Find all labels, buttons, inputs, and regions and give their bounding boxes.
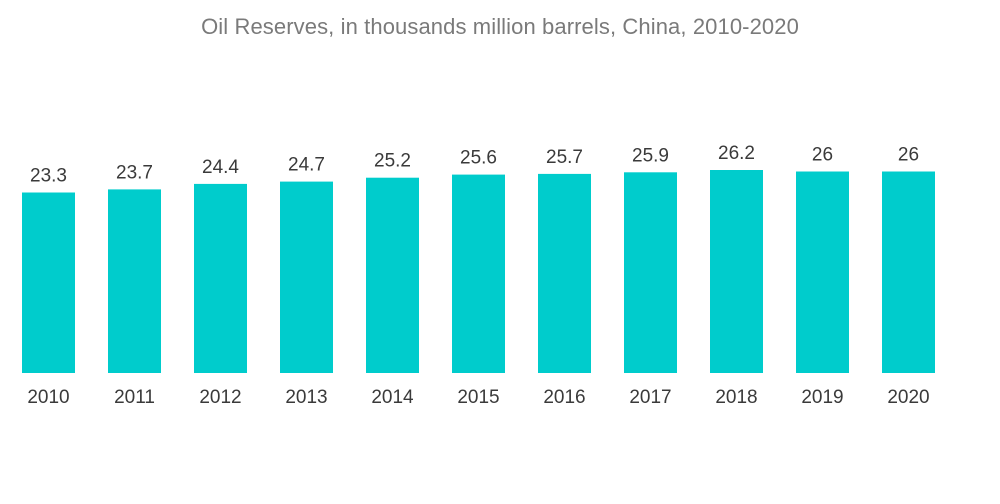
x-tick-label-2012: 2012 <box>199 387 241 408</box>
x-tick-label-2016: 2016 <box>543 387 585 408</box>
bar-2017 <box>624 172 677 373</box>
bar-2020 <box>882 171 935 373</box>
x-tick-label-2014: 2014 <box>371 387 414 408</box>
value-label-2012: 24.4 <box>202 157 239 178</box>
bar-2010 <box>22 192 75 373</box>
value-labels-group: 23.3 23.7 24.4 24.7 25.2 25.6 25.7 25.9 26.2 26 26 <box>30 143 919 187</box>
x-tick-label-2011: 2011 <box>114 387 155 408</box>
bar-2016 <box>538 173 591 373</box>
x-tick-label-2020: 2020 <box>887 387 929 408</box>
bar-2019 <box>796 171 849 373</box>
x-tick-label-2017: 2017 <box>629 387 671 408</box>
bar-2014 <box>366 177 419 373</box>
bar-2012 <box>194 183 247 373</box>
chart-title: Oil Reserves, in thousands million barre… <box>201 14 799 39</box>
value-label-2013: 24.7 <box>288 155 325 176</box>
bar-2013 <box>280 181 333 373</box>
value-label-2017: 25.9 <box>632 145 669 166</box>
x-tick-label-2010: 2010 <box>27 387 69 408</box>
value-label-2014: 25.2 <box>374 151 411 172</box>
x-tick-label-2018: 2018 <box>715 387 757 408</box>
value-label-2011: 23.7 <box>116 162 153 183</box>
value-label-2019: 26 <box>812 145 833 166</box>
x-tick-label-2019: 2019 <box>801 387 843 408</box>
value-label-2018: 26.2 <box>718 143 755 164</box>
x-tick-label-2015: 2015 <box>457 387 499 408</box>
x-axis: 2010 2011 2012 2013 2014 2015 2016 2017 2018 2019… <box>27 387 929 408</box>
value-label-2020: 26 <box>898 145 919 166</box>
bar-2011 <box>108 189 161 373</box>
bar-2018 <box>710 170 763 373</box>
value-label-2010: 23.3 <box>30 166 67 187</box>
value-label-2015: 25.6 <box>460 148 497 169</box>
bars-group <box>22 170 935 373</box>
x-tick-label-2013: 2013 <box>285 387 327 408</box>
value-label-2016: 25.7 <box>546 147 583 168</box>
bar-2015 <box>452 174 505 373</box>
